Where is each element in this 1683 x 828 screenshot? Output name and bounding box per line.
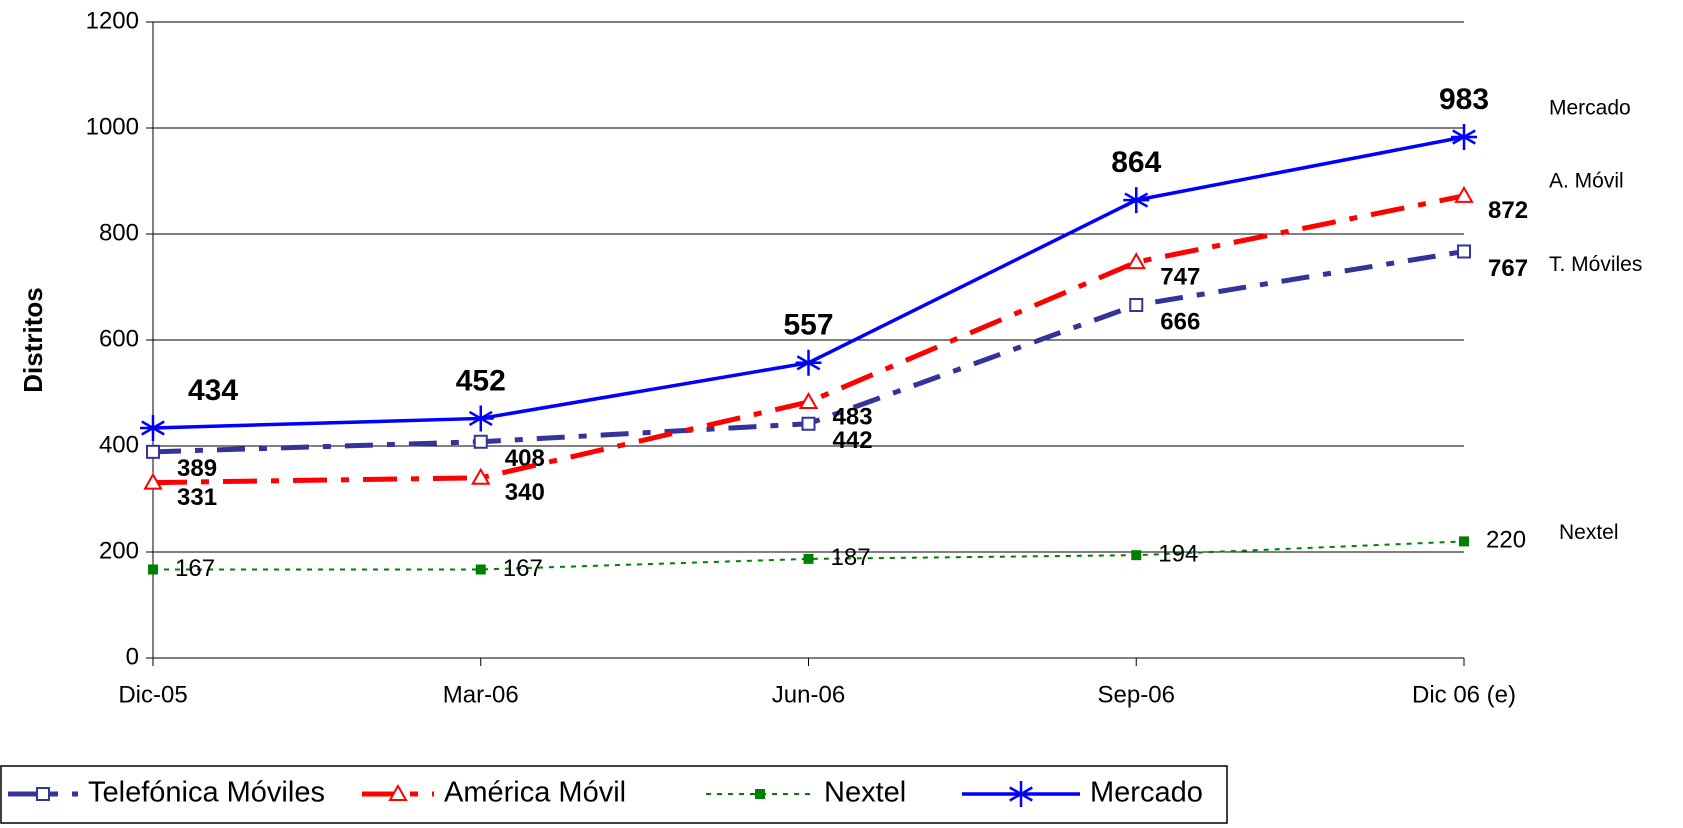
point bbox=[473, 434, 488, 449]
data-label: 864 bbox=[1111, 146, 1161, 179]
data-label: 767 bbox=[1488, 255, 1528, 282]
x-tick-label: Sep-06 bbox=[1098, 681, 1175, 708]
data-label: 187 bbox=[831, 544, 871, 571]
y-tick-label: 1200 bbox=[86, 7, 139, 34]
data-label: 434 bbox=[188, 374, 238, 407]
point bbox=[1459, 536, 1469, 547]
point bbox=[798, 391, 819, 410]
y-tick-label: 600 bbox=[99, 325, 139, 352]
end-label: A. Móvil bbox=[1549, 169, 1624, 192]
y-tick-label: 0 bbox=[126, 643, 139, 670]
point bbox=[1451, 124, 1477, 151]
x-tick-label: Dic 06 (e) bbox=[1412, 681, 1516, 708]
point bbox=[143, 472, 163, 490]
legend-label: Telefónica Móviles bbox=[88, 777, 325, 809]
x-tick-label: Jun-06 bbox=[772, 681, 845, 708]
legend-label: Mercado bbox=[1090, 777, 1203, 809]
point bbox=[1129, 298, 1144, 313]
point bbox=[467, 405, 494, 432]
y-tick-label: 1000 bbox=[86, 113, 139, 140]
y-tick-label: 800 bbox=[99, 219, 139, 246]
data-label: 483 bbox=[833, 403, 873, 430]
point bbox=[1457, 244, 1471, 259]
point bbox=[475, 564, 486, 575]
data-label: 331 bbox=[177, 484, 217, 511]
data-label: 983 bbox=[1439, 83, 1489, 116]
series-line bbox=[152, 193, 1465, 486]
point bbox=[388, 783, 408, 801]
x-tick-label: Mar-06 bbox=[443, 681, 519, 708]
y-axis-label: Distritos bbox=[18, 287, 48, 392]
point bbox=[1008, 781, 1034, 807]
data-label: 557 bbox=[783, 309, 833, 342]
data-label: 167 bbox=[503, 555, 543, 582]
data-label: 194 bbox=[1158, 541, 1198, 568]
data-label: 442 bbox=[833, 427, 873, 454]
point bbox=[146, 444, 160, 459]
y-tick-label: 400 bbox=[99, 431, 139, 458]
end-label: Nextel bbox=[1559, 521, 1619, 544]
point bbox=[1131, 550, 1142, 561]
point bbox=[755, 789, 765, 799]
data-label: 389 bbox=[177, 455, 217, 482]
point bbox=[471, 467, 491, 485]
data-label: 167 bbox=[175, 555, 215, 582]
data-label: 747 bbox=[1160, 263, 1200, 290]
end-label: Mercado bbox=[1549, 97, 1631, 120]
point bbox=[1454, 185, 1474, 203]
data-label: 452 bbox=[456, 364, 506, 397]
legend-label: Nextel bbox=[824, 777, 906, 809]
series-line bbox=[153, 540, 1465, 571]
data-label: 340 bbox=[505, 479, 545, 506]
end-label: T. Móviles bbox=[1549, 253, 1642, 276]
data-label: 872 bbox=[1488, 197, 1528, 224]
point bbox=[36, 787, 50, 801]
point bbox=[803, 553, 814, 564]
data-label: 666 bbox=[1160, 308, 1200, 335]
point bbox=[148, 564, 158, 575]
legend-label: América Móvil bbox=[444, 777, 626, 809]
point bbox=[1126, 252, 1146, 270]
x-tick-label: Dic-05 bbox=[118, 681, 187, 708]
point bbox=[795, 349, 822, 376]
point bbox=[801, 416, 816, 431]
point bbox=[140, 414, 166, 441]
point bbox=[1123, 187, 1150, 214]
data-label: 220 bbox=[1486, 527, 1526, 554]
y-tick-label: 200 bbox=[99, 537, 139, 564]
